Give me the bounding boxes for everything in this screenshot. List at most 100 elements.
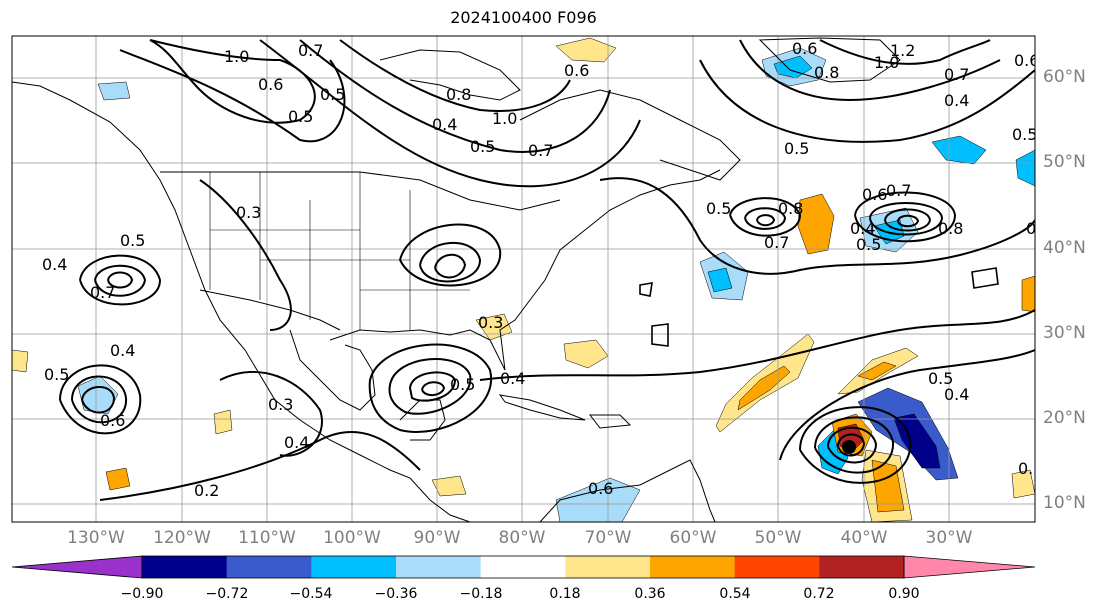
state-lines <box>209 172 470 330</box>
colorbar-segment <box>734 556 820 578</box>
lon-label-110w: 110°W <box>238 528 296 548</box>
contour-label: 0.7 <box>944 65 969 84</box>
low-east-1 <box>729 197 802 237</box>
map-panel: 1.0 0.6 0.5 0.7 0.5 0.8 0.4 0.5 1.0 0.7 … <box>12 36 1051 522</box>
contour-label: 1.2 <box>890 41 915 60</box>
contour-label: 0.6 <box>258 75 283 94</box>
small-contour-b <box>651 323 669 347</box>
blue-shade-nw-pacific <box>97 81 131 101</box>
colorbar-tick-label: −0.54 <box>289 586 333 602</box>
contour-gulf-low-1 <box>368 343 493 433</box>
blue-shade-greenland <box>931 135 987 165</box>
contour-label: 0.4 <box>944 385 969 404</box>
contour-storm-1 <box>799 406 912 484</box>
contour-label: 0.6 <box>1014 51 1039 70</box>
lon-label-30w: 30°W <box>925 528 973 548</box>
mexico-coast <box>289 329 376 411</box>
canada-east <box>519 89 741 181</box>
lat-label-30n: 30°N <box>1043 323 1086 343</box>
contour-pacific-n-1 <box>79 254 162 306</box>
lon-label-100w: 100°W <box>323 528 381 548</box>
contour-label: 0.8 <box>938 219 963 238</box>
contour-label: 0.5 <box>450 375 475 394</box>
greenland <box>758 37 901 83</box>
lon-label-70w: 70°W <box>584 528 632 548</box>
lat-label-50n: 50°N <box>1043 152 1086 172</box>
contour-mexico <box>219 371 323 457</box>
contour-atlantic-wave <box>599 177 1035 275</box>
low-east-3 <box>756 214 776 227</box>
orange-band-a-core <box>737 365 791 411</box>
contour-label: 0.7 <box>90 283 115 302</box>
colorbar-tick-label: 0.72 <box>803 586 835 602</box>
lon-label-80w: 80°W <box>498 528 546 548</box>
contour-label: 0.6 <box>100 411 125 430</box>
orange-shade-east-edge <box>1021 275 1035 313</box>
hispaniola <box>588 414 632 429</box>
colorbar-segment <box>650 556 736 578</box>
contour-greenland-1 <box>819 39 991 65</box>
contour-label: 0.9 <box>1026 219 1051 238</box>
contour-label: 0.4 <box>42 255 67 274</box>
contour-pacific-n-3 <box>107 271 134 289</box>
contour-canada-1 <box>339 39 571 112</box>
contour-label: 0.5 <box>120 231 145 250</box>
yellow-shade-pacific-s <box>105 467 131 491</box>
low-east-2 <box>744 207 787 230</box>
contour-label: 1.0 <box>874 53 899 72</box>
contour-canada-2 <box>299 39 611 153</box>
yellow-shade-pacific-w <box>12 349 29 373</box>
colorbar-tick-label: −0.90 <box>120 586 164 602</box>
yellow-shade-westatl <box>1011 469 1035 499</box>
coastlines <box>12 37 901 522</box>
yellow-shade-bahamas <box>563 339 609 369</box>
contour-label: 0.5 <box>784 139 809 158</box>
contour-storm-4 <box>837 433 866 457</box>
contour-label: 0.6 <box>564 61 589 80</box>
small-contour-a <box>639 282 653 297</box>
contour-label: 1.0 <box>492 109 517 128</box>
colorbar-segment <box>396 556 482 578</box>
lon-label-120w: 120°W <box>153 528 211 548</box>
contour-label: 0.4 <box>944 91 969 110</box>
orange-band-b-core <box>857 361 897 381</box>
contour-label: 0.5 <box>706 199 731 218</box>
low-fareast-1 <box>854 191 957 243</box>
contour-label: 0.3 <box>478 313 503 332</box>
low-fareast-4 <box>897 214 920 228</box>
contour-label: 0.7 <box>298 41 323 60</box>
blue-shade-caribbean <box>555 477 641 522</box>
lat-label-60n: 60°N <box>1043 67 1086 87</box>
contour-label: 0.5 <box>320 85 345 104</box>
colorbar-segment <box>565 556 651 578</box>
contour-label: 0.8 <box>778 199 803 218</box>
contour-storm-2 <box>814 416 895 474</box>
north-america-coast <box>12 81 471 522</box>
map-frame <box>11 35 1036 523</box>
contour-label: 0.5 <box>1012 125 1037 144</box>
contour-canada-3 <box>259 39 641 188</box>
contour-atlantic-mid <box>479 309 1035 381</box>
south-america <box>539 459 716 522</box>
low-fareast-3 <box>884 208 932 232</box>
colorbar-segment <box>142 556 228 578</box>
colorbar-extend-low <box>11 555 143 579</box>
contour-label: 0.8 <box>814 63 839 82</box>
hudson-bay <box>379 49 521 101</box>
lon-label-130w: 130°W <box>67 528 125 548</box>
yellow-shade-mexico <box>213 409 233 435</box>
contour-label: 0.4 <box>284 433 309 452</box>
contour-storm-3 <box>827 426 878 464</box>
colorbar-segment <box>226 556 312 578</box>
contour-south-pacific <box>99 431 421 501</box>
contour-label: 0.6 <box>862 185 887 204</box>
contour-label: 0.7 <box>528 141 553 160</box>
colorbar-segments <box>11 555 1036 579</box>
contour-label: 0.8 <box>446 85 471 104</box>
contour-label: 0.2 <box>194 481 219 500</box>
lon-label-90w: 90°W <box>413 528 461 548</box>
contour-pacific-low-2 <box>71 375 128 424</box>
orange-shade-atlantic <box>797 193 835 255</box>
lat-label-20n: 20°N <box>1043 408 1086 428</box>
